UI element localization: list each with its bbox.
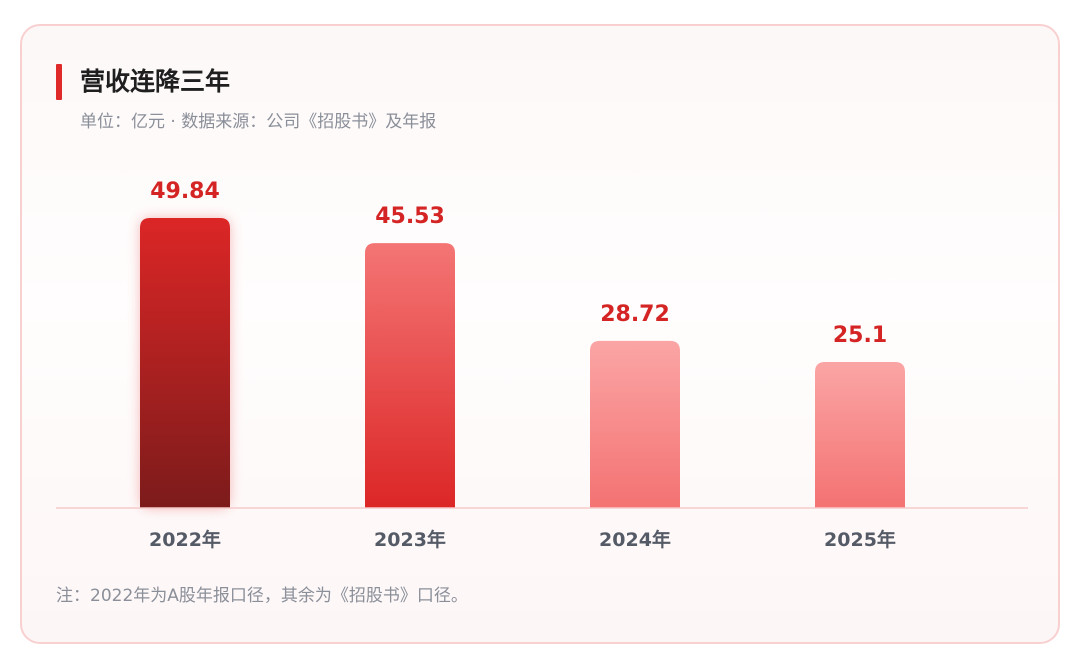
- value-label: 25.1: [833, 323, 887, 348]
- value-label: 28.72: [600, 302, 670, 327]
- bars-layer: [140, 218, 905, 508]
- bar-2022年: [140, 218, 230, 508]
- value-label: 49.84: [150, 179, 220, 204]
- chart-footnote: 注：2022年为A股年报口径，其余为《招股书》口径。: [56, 586, 468, 606]
- bar-2024年: [590, 340, 680, 508]
- x-tick-label: 2025年: [824, 528, 896, 551]
- bar-2023年: [365, 243, 455, 508]
- value-label: 45.53: [375, 204, 445, 229]
- chart-subtitle: 单位：亿元 · 数据来源：公司《招股书》及年报: [80, 112, 437, 132]
- title-accent-bar: [56, 64, 62, 100]
- x-tick-label: 2024年: [599, 528, 671, 551]
- labels-layer: 49.84 2022年 45.53 2023年 28.72 2024年 25.1 2025年: [149, 179, 896, 551]
- bar-chart: 49.84 2022年 45.53 2023年 28.72 2024年 25.1 2025年: [56, 179, 1028, 551]
- chart-title: 营收连降三年: [80, 67, 231, 96]
- x-tick-label: 2022年: [149, 528, 221, 551]
- bar-2025年: [815, 361, 905, 508]
- x-tick-label: 2023年: [374, 528, 446, 551]
- chart-card: 营收连降三年 单位：亿元 · 数据来源：公司《招股书》及年报 49.84 2022…: [20, 24, 1060, 644]
